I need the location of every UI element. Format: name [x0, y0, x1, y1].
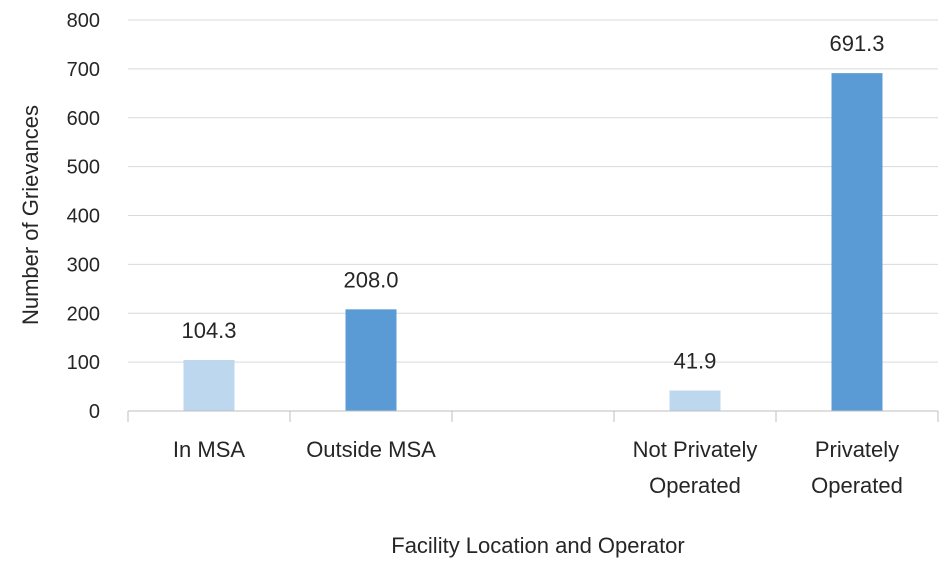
- x-tick-label: Not Privately: [633, 437, 758, 462]
- y-tick-label: 0: [89, 401, 100, 423]
- y-tick-label: 400: [67, 206, 100, 228]
- y-tick-label: 300: [67, 254, 100, 276]
- x-tick-label: Operated: [649, 473, 741, 498]
- y-tick-label: 100: [67, 352, 100, 374]
- bar: [831, 73, 883, 411]
- y-tick-label: 500: [67, 157, 100, 179]
- data-label: 208.0: [343, 267, 398, 292]
- x-tick-label: Outside MSA: [306, 437, 436, 462]
- data-label: 41.9: [674, 349, 717, 374]
- data-label: 691.3: [829, 31, 884, 56]
- gridlines: [128, 19, 938, 363]
- y-tick-label: 600: [67, 108, 100, 130]
- x-axis-title: Facility Location and Operator: [391, 533, 685, 558]
- bar: [345, 309, 397, 411]
- y-tick-label: 700: [67, 59, 100, 81]
- x-tick-label: In MSA: [173, 437, 245, 462]
- category-labels: In MSA Outside MSA Not Privately Operated Pr…: [173, 437, 903, 498]
- bar: [669, 390, 721, 411]
- x-axis: [127, 410, 939, 422]
- bar: [183, 360, 235, 411]
- y-tick-label: 800: [67, 10, 100, 32]
- data-label: 104.3: [181, 318, 236, 343]
- y-tick-label: 200: [67, 303, 100, 325]
- y-axis-ticks: 0 100 200 300 400 500 600 700 800: [67, 10, 100, 423]
- x-tick-label: Operated: [811, 473, 903, 498]
- x-tick-label: Privately: [815, 437, 899, 462]
- bars: [183, 73, 883, 411]
- data-labels: 104.3 208.0 41.9 691.3: [181, 31, 884, 373]
- y-axis-title: Number of Grievances: [18, 105, 43, 325]
